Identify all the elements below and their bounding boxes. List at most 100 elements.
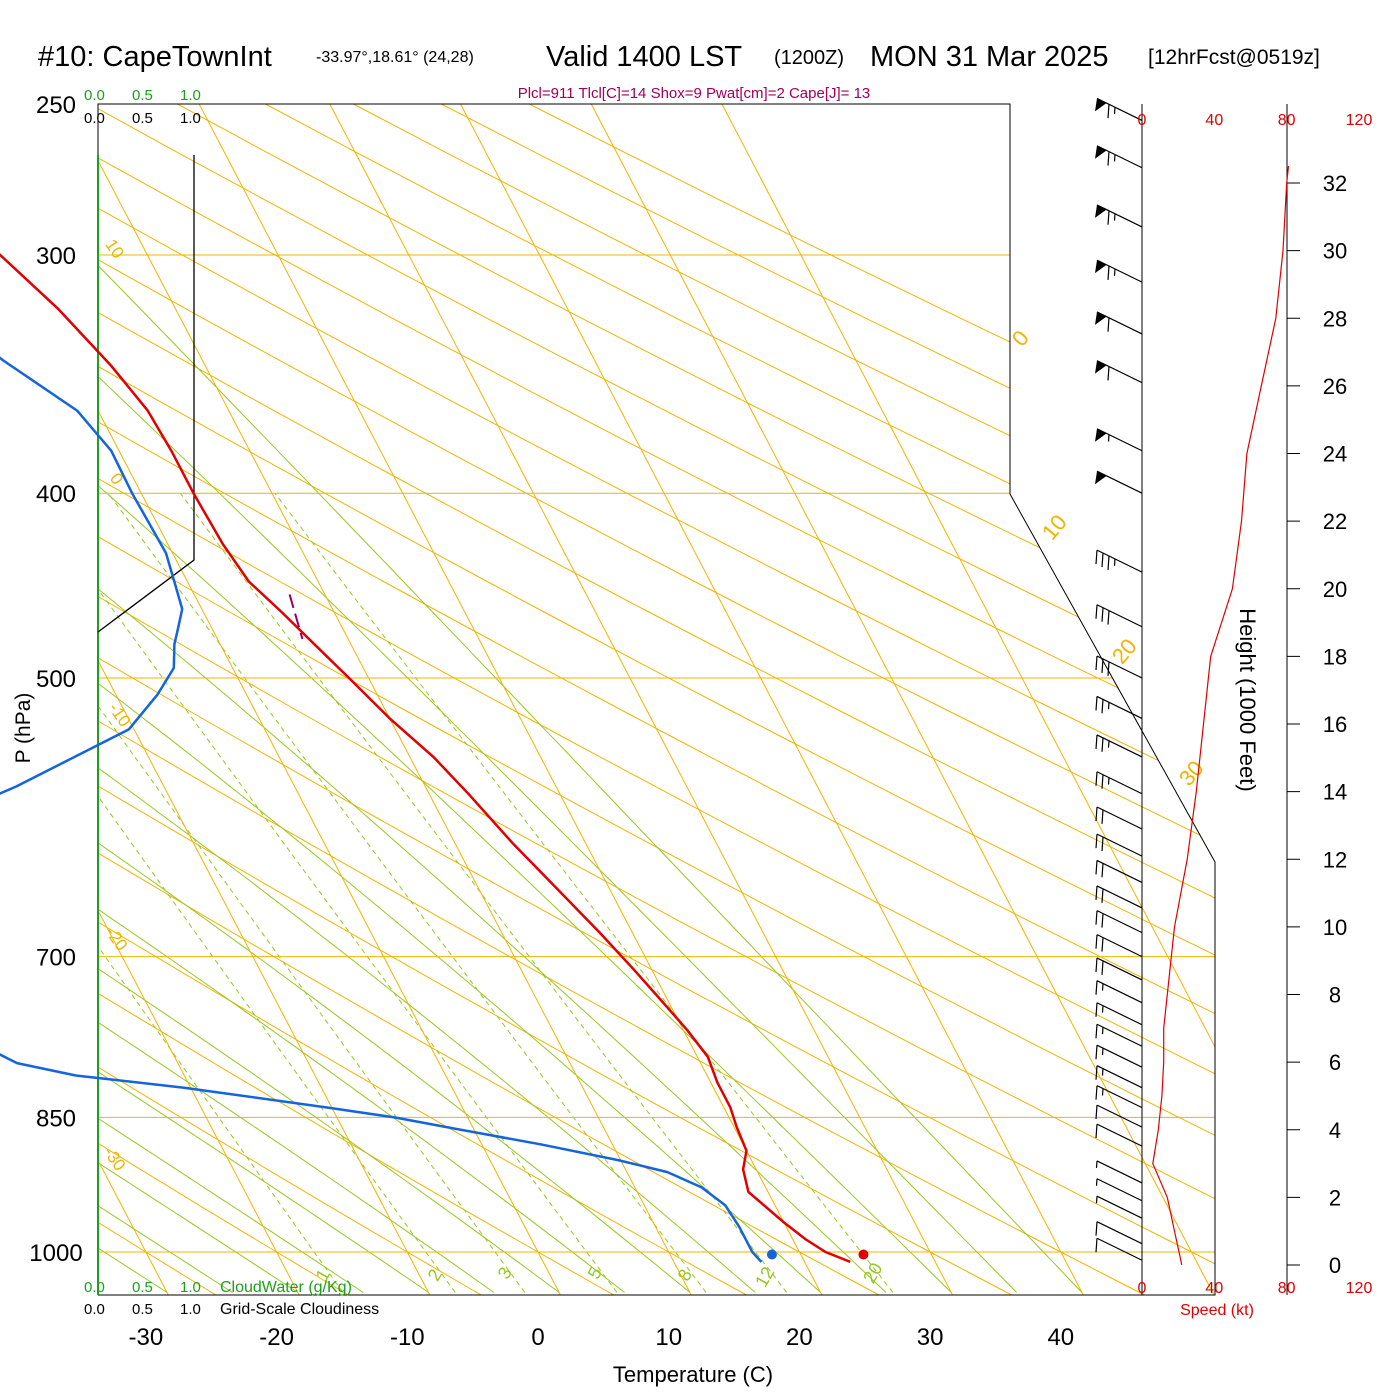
barb-full	[1101, 552, 1104, 568]
pressure-tick-labels: 250 300 400 500 700 850 1000	[29, 92, 82, 1267]
cloud-water-top-label-1: 0.5	[132, 87, 153, 104]
dry-adiabat-line	[98, 104, 1215, 1295]
dry-adiabat-line	[98, 104, 1023, 1295]
barb-staff	[1096, 1195, 1143, 1219]
wind-barb	[1095, 1221, 1143, 1245]
speed-tick-bottom: 0	[1138, 1280, 1147, 1297]
wind-barb	[1095, 1160, 1143, 1184]
mixing-ratio-lines	[98, 492, 894, 1293]
barb-staff	[1096, 1044, 1143, 1068]
barb-full	[1095, 1124, 1098, 1139]
surface-temperature-marker	[858, 1249, 869, 1260]
barb-flag	[1095, 471, 1107, 485]
height-axis-title: Height (1000 Feet)	[1235, 608, 1260, 791]
pressure-tick-label: 300	[36, 243, 76, 270]
isotherm-line	[98, 104, 695, 1295]
wind-barb	[1095, 695, 1143, 719]
wind-barb	[1095, 1085, 1143, 1109]
dewpoint-line	[0, 356, 763, 1263]
height-tick-label: 2	[1329, 1185, 1341, 1210]
moist-adiabat-line	[98, 104, 560, 1293]
barb-staff	[1096, 1023, 1143, 1047]
barb-full	[1107, 151, 1110, 166]
barb-full	[1101, 888, 1104, 903]
dry-adiabat-line	[529, 104, 1215, 1295]
isotherm-label: 10	[1037, 510, 1072, 545]
height-tick-label: 22	[1323, 509, 1347, 534]
barb-staff	[1096, 549, 1143, 573]
dry-adiabat-line	[98, 104, 1215, 1295]
barb-full	[1095, 910, 1098, 925]
cloudiness-top-label-1: 0.5	[132, 110, 153, 127]
pressure-tick-label: 500	[36, 666, 76, 693]
forecast-info: [12hrFcst@0519z]	[1148, 46, 1320, 69]
barb-half	[1107, 702, 1110, 710]
barb-full	[1095, 550, 1098, 565]
barb-full	[1101, 658, 1104, 673]
barb-full	[1101, 836, 1104, 852]
temperature-tick-label: -10	[390, 1324, 425, 1351]
barb-flag	[1095, 98, 1107, 112]
barb-full	[1107, 210, 1110, 225]
wind-barb	[1095, 833, 1143, 857]
wind-barb	[1095, 604, 1143, 628]
cloud-water-bottom-label-0: 0.0	[84, 1279, 105, 1296]
mixing-ratio-line	[274, 492, 894, 1293]
sounding-params: Plcl=911 Tlcl[C]=14 Shox=9 Pwat[cm]=2 Ca…	[518, 85, 871, 102]
mixing-ratio-line	[98, 492, 526, 1293]
isotherm-line	[98, 104, 433, 1295]
height-tick-label: 8	[1329, 983, 1341, 1008]
temperature-tick-label: 10	[655, 1324, 682, 1351]
speed-tick-top: 40	[1205, 112, 1223, 129]
barb-staff	[1096, 734, 1143, 758]
moist-adiabat-line	[98, 104, 1083, 1293]
temperature-tick-label: 40	[1047, 1324, 1074, 1351]
mixing-ratio-label: 20	[859, 1259, 886, 1286]
wind-barb	[1095, 910, 1143, 934]
wind-barb	[1095, 97, 1143, 121]
barb-staff	[1096, 934, 1143, 958]
height-tick-label: 16	[1323, 712, 1347, 737]
mixing-ratio-line	[98, 492, 344, 1293]
temperature-tick-label: -30	[129, 1324, 164, 1351]
barb-flag	[1095, 260, 1107, 274]
wind-barb	[1095, 470, 1143, 494]
surface-markers	[766, 1249, 869, 1260]
barb-staff	[1096, 1160, 1143, 1184]
dry-adiabat-label: -30	[100, 1143, 130, 1174]
speed-tick-top: 80	[1278, 112, 1296, 129]
dry-adiabat-line	[98, 104, 1215, 1295]
dry-adiabat-line	[98, 104, 491, 1295]
barb-full	[1095, 1065, 1098, 1080]
temperature-tick-label: 20	[786, 1324, 813, 1351]
barb-staff	[1096, 771, 1143, 795]
wind-barb	[1095, 980, 1143, 1004]
utc-time: (1200Z)	[774, 47, 844, 69]
wind-barb	[1095, 1178, 1143, 1202]
barb-full	[1095, 1238, 1098, 1253]
barb-full	[1095, 834, 1098, 849]
moist-adiabat-line	[98, 104, 364, 1293]
barb-full	[1107, 104, 1110, 119]
barb-flag	[1095, 311, 1107, 325]
cloud-water-top-label-2: 1.0	[180, 87, 201, 104]
valid-time: Valid 1400 LST	[546, 41, 742, 73]
barb-full	[1107, 661, 1110, 676]
barb-staff	[1096, 1178, 1143, 1202]
barb-full	[1095, 1024, 1098, 1039]
barb-half	[1113, 268, 1116, 276]
wind-barb	[1095, 771, 1143, 795]
barb-staff	[1096, 980, 1143, 1004]
wind-barb	[1095, 1044, 1143, 1068]
height-tick-label: 14	[1323, 780, 1347, 805]
isotherm-line	[198, 104, 826, 1295]
barb-half	[1101, 1068, 1104, 1076]
barb-full	[1101, 960, 1104, 975]
cloudiness-bottom-label-2: 1.0	[180, 1301, 201, 1318]
barb-full	[1095, 771, 1098, 786]
barb-full	[1095, 1221, 1098, 1236]
wind-barb	[1095, 934, 1143, 958]
